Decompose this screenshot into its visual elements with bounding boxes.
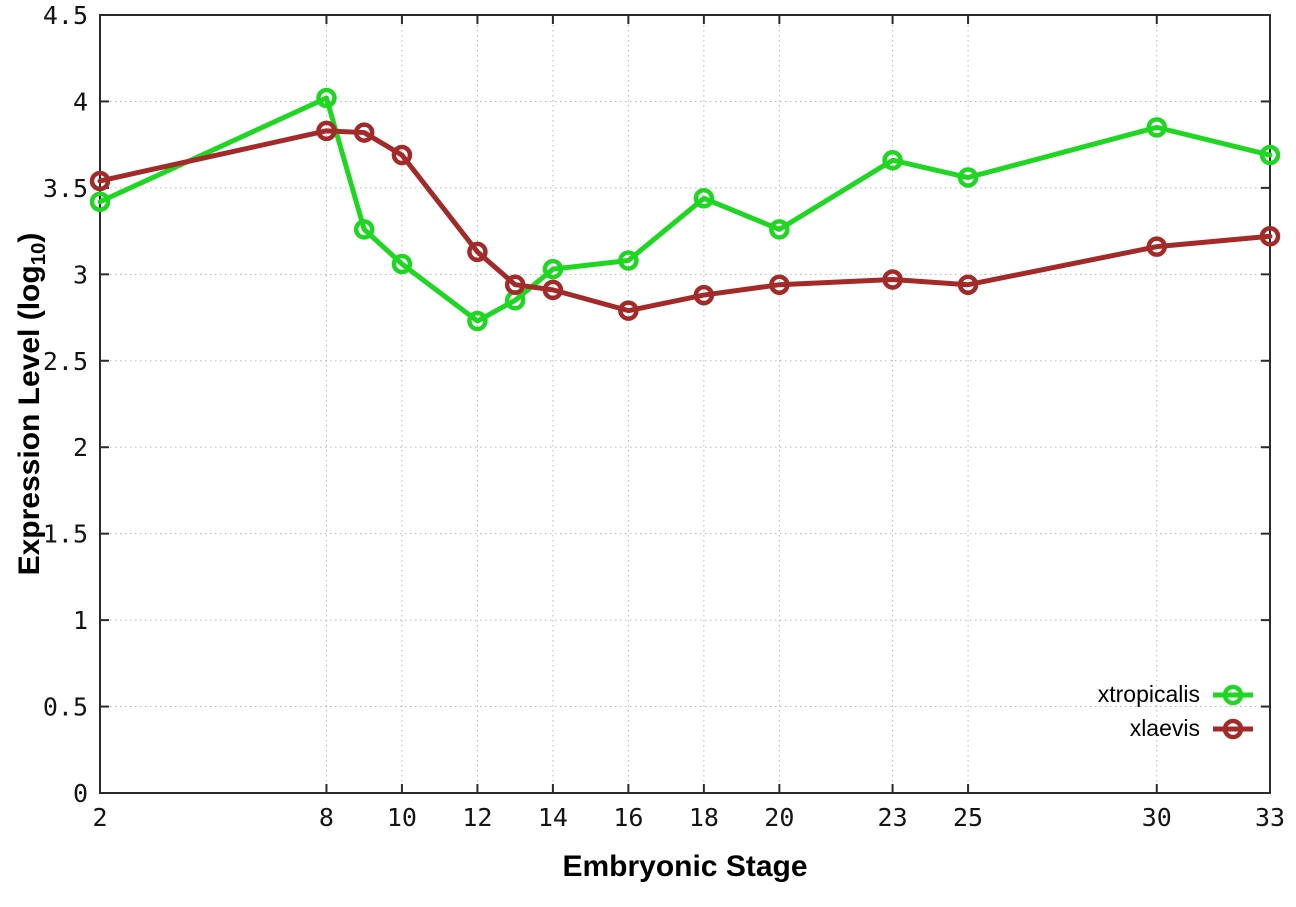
x-tick-label: 18 [689, 803, 719, 832]
x-tick-label: 25 [953, 803, 983, 832]
y-axis-title-subscript: 10 [28, 242, 51, 266]
x-tick-label: 2 [92, 803, 107, 832]
x-tick-label: 8 [319, 803, 334, 832]
data-point-xlaevis [769, 274, 790, 295]
data-point-xlaevis [618, 300, 639, 321]
y-tick-label: 2 [73, 433, 88, 462]
data-point-xlaevis [316, 120, 337, 142]
data-point-xtropicalis [353, 219, 375, 240]
plot-border [99, 14, 1271, 794]
data-point-xtropicalis [957, 167, 979, 188]
data-point-xlaevis [542, 279, 564, 301]
x-tick-label: 30 [1142, 803, 1172, 832]
y-tick-label: 0 [73, 779, 88, 808]
x-tick-label: 14 [538, 803, 568, 832]
data-point-xtropicalis [391, 253, 413, 275]
y-tick-label: 4 [73, 87, 88, 116]
data-point-xtropicalis [1146, 117, 1168, 138]
data-point-xtropicalis [316, 87, 337, 109]
y-axis-title: Expression Level (log10) [13, 233, 51, 576]
y-tick-label: 0.5 [43, 693, 88, 722]
y-tick-label: 4.5 [43, 1, 88, 30]
data-point-xtropicalis [769, 219, 790, 240]
data-point-xtropicalis [89, 191, 111, 212]
x-tick-label: 23 [878, 803, 908, 832]
legend: xtropicalis xlaevis [1098, 681, 1256, 742]
data-point-xlaevis [957, 274, 979, 295]
data-point-xlaevis [693, 284, 715, 306]
data-point-xtropicalis [693, 188, 715, 209]
y-tick-label: 3 [73, 260, 88, 289]
y-tick-label: 1 [73, 606, 88, 635]
data-point-xlaevis [353, 122, 375, 143]
series-line-xlaevis [97, 128, 1273, 314]
x-tick-label: 16 [613, 803, 643, 832]
data-point-xtropicalis [1259, 144, 1281, 166]
y-tick-label: 2.5 [43, 347, 88, 376]
x-tick-label: 33 [1255, 803, 1285, 832]
data-point-xlaevis [89, 170, 111, 192]
legend-marker-xtropicalis [1213, 684, 1253, 705]
y-tick-label: 3.5 [43, 174, 88, 203]
legend-item-xlaevis: xlaevis [1130, 715, 1256, 742]
y-tick-label: 1.5 [43, 520, 88, 549]
data-point-xlaevis [882, 269, 903, 290]
series-line-xtropicalis [97, 95, 1273, 324]
legend-label-xlaevis: xlaevis [1129, 715, 1200, 741]
x-axis-title: Embryonic Stage [562, 850, 808, 883]
y-axis-title-suffix: ) [12, 232, 46, 243]
data-point-xlaevis [1146, 236, 1168, 257]
y-axis-title-text: Expression Level (log [12, 265, 46, 576]
x-tick-label: 10 [387, 803, 417, 832]
data-point-xtropicalis [882, 149, 903, 171]
x-tick-label: 20 [764, 803, 794, 832]
legend-marker-xlaevis [1213, 718, 1253, 739]
legend-item-xtropicalis: xtropicalis [1098, 681, 1256, 708]
legend-label-xtropicalis: xtropicalis [1097, 681, 1200, 707]
data-point-xlaevis [467, 241, 488, 263]
data-point-xtropicalis [542, 258, 564, 280]
data-point-xtropicalis [618, 250, 639, 271]
data-point-xlaevis [1259, 226, 1281, 247]
x-tick-label: 12 [462, 803, 492, 832]
data-point-xlaevis [391, 144, 413, 166]
data-point-xlaevis [504, 274, 526, 295]
data-point-xtropicalis [467, 310, 488, 332]
